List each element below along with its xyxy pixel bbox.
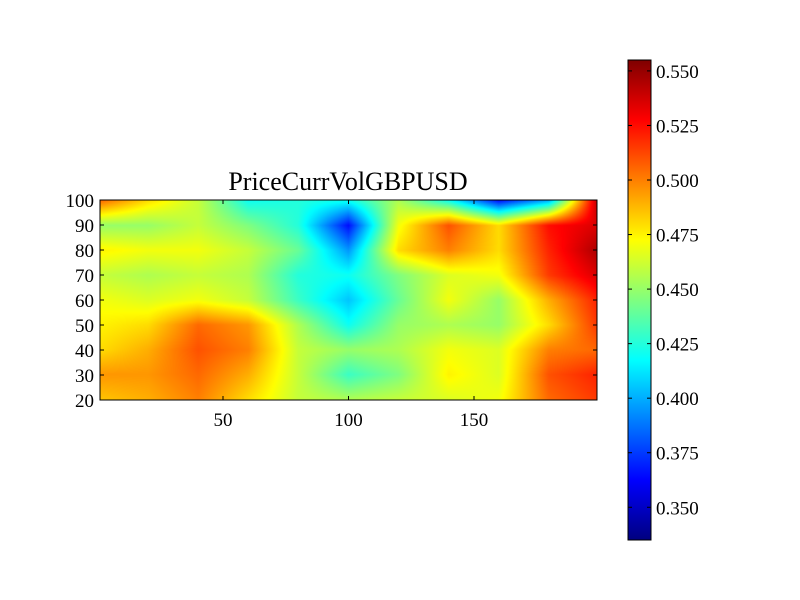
colorbar-tick-label: 0.400 [656,389,699,410]
y-tick-label: 50 [75,316,94,337]
colorbar-tick-label: 0.500 [656,171,699,192]
colorbar-gradient [627,59,652,541]
colorbar: 0.350 0.375 0.400 0.425 0.450 0.475 0.500 0.525… [627,59,699,541]
colorbar-tick-label: 0.425 [656,335,699,356]
chart-title: PriceCurrVolGBPUSD [228,167,467,196]
y-tick-label: 90 [75,216,94,237]
heatmap-image [100,200,597,400]
colorbar-ticks: 0.350 0.375 0.400 0.425 0.450 0.475 0.500 0.525… [628,62,699,519]
y-tick-label: 60 [75,291,94,312]
x-tick-label: 150 [460,410,489,431]
y-tick-label: 80 [75,241,94,262]
colorbar-tick-label: 0.450 [656,280,699,301]
heatmap-canvas-wrap [100,200,597,400]
y-tick-label: 100 [66,191,95,212]
y-tick-label: 30 [75,366,94,387]
y-tick-label: 20 [75,391,94,412]
colorbar-tick-label: 0.525 [656,116,699,137]
x-tick-label: 50 [213,410,232,431]
y-tick-label: 70 [75,266,94,287]
x-tick-label: 100 [334,410,363,431]
colorbar-tick-label: 0.550 [656,62,699,83]
y-tick-label: 40 [75,341,94,362]
colorbar-tick-label: 0.375 [656,444,699,465]
x-axis: 50 100 150 [213,200,488,431]
colorbar-tick-label: 0.475 [656,226,699,247]
y-axis: 20 30 40 50 60 70 80 90 100 [66,191,597,412]
colorbar-tick-label: 0.350 [656,498,699,519]
